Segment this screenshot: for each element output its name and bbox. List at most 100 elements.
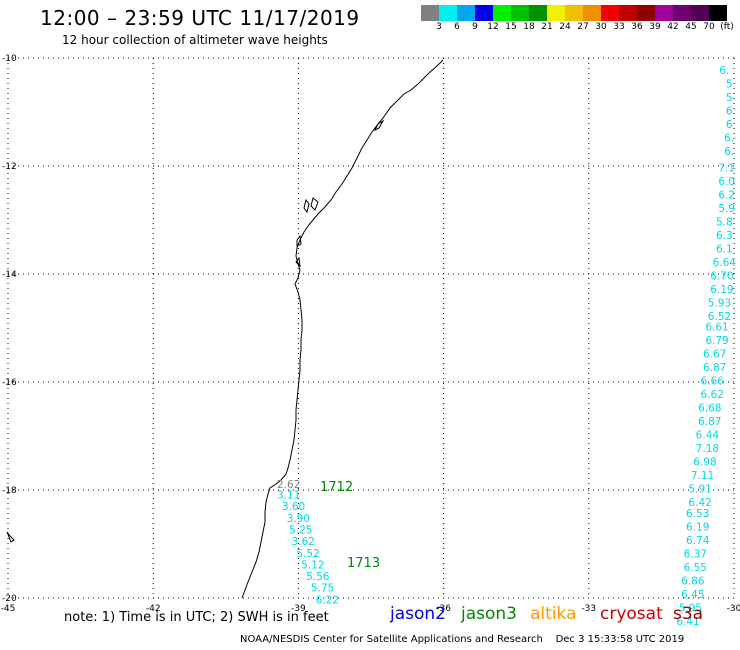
wave-height-value: 6.66 [701,376,725,388]
color-swatch [619,5,637,21]
map-title: 12:00 – 23:59 UTC 11/17/2019 [40,6,360,30]
satellite-legend-s3a: s3a [673,604,704,624]
wave-height-value: 6.19 [710,284,733,296]
color-scale-label: 70 [703,22,715,32]
wave-height-value: 6.74 [686,535,710,547]
lon-tick-label: -30 [727,604,740,614]
lat-tick-label: -10 [2,54,17,64]
wave-height-value: 5 [726,92,733,104]
color-scale-label: 9 [472,22,478,32]
lon-tick-label: -33 [581,604,596,614]
wave-height-value: 6.98 [693,457,716,469]
satellite-legend-jason2: jason2 [390,604,446,624]
wave-height-value: 7.11 [691,470,714,482]
wave-height-value: 3.11 [277,490,300,502]
wave-height-value: 6 [726,106,733,118]
wave-height-value: 6.2 [718,189,735,201]
wave-height-value: 6.42 [688,497,711,509]
wave-height-value: 3.90 [287,513,310,525]
color-scale-label: 6 [454,22,460,32]
lon-tick-label: -42 [146,604,161,614]
color-scale-labels: 3 6 9 12 15 18 21 24 27 30 33 36 39 42 45 70 (ft) [421,22,740,34]
track-pass-1712: 2.623.113.603.905.253.625.525.125.565.75… [277,479,339,607]
lon-tick-label: -36 [436,604,451,614]
wave-height-value: 6.61 [705,322,728,334]
wave-height-value: 6.53 [686,508,709,520]
color-swatch [439,5,457,21]
lon-tick-label: -45 [1,604,16,614]
wave-height-value: 3.60 [282,501,305,513]
wave-height-value: 5.8 [716,216,733,228]
time-label-1713: 1713 [347,556,380,571]
wave-height-value: 7.18 [696,443,719,455]
wave-height-value: 6.67 [703,349,726,361]
satellite-legend-cryosat: cryosat [600,604,663,624]
color-scale-label: 36 [631,22,643,32]
lat-tick-label: -14 [2,270,17,280]
color-swatch [565,5,583,21]
color-scale-label: 45 [685,22,697,32]
color-swatch [691,5,709,21]
wave-height-value: 6.41 [676,616,699,628]
wave-height-value: 5.93 [708,297,731,309]
wave-height-value: 5 [726,79,733,91]
lat-tick-label: -18 [2,486,17,496]
wave-height-value: 6.87 [703,362,726,374]
wave-height-value: 6.64 [713,257,737,269]
wave-height-value: 5.95 [679,603,702,615]
map-subtitle: 12 hour collection of altimeter wave hei… [62,33,328,47]
color-scale-label: 24 [559,22,571,32]
color-scale-label: (ft) [720,22,734,32]
color-swatch [655,5,673,21]
satellite-legend-jason3: jason3 [461,604,517,624]
color-swatch [709,5,727,21]
color-swatch [637,5,655,21]
wave-height-value: 6.52 [708,311,731,323]
color-scale-label: 33 [613,22,625,32]
color-swatch [601,5,619,21]
wave-height-value: 6. [724,133,734,145]
color-swatch [529,5,547,21]
wave-height-value: 6 [726,119,733,131]
color-swatch [547,5,565,21]
wave-height-value: 5.25 [289,525,312,537]
graticule: -45 -42 -39 -36 -33 -30 -10 -12 -14 -16 -18 -20 [1,54,740,614]
note-text: note: 1) Time is in UTC; 2) SWH is in fe… [64,610,329,625]
wave-height-value: 6.87 [698,416,721,428]
wave-height-value: 6.37 [684,549,707,561]
wave-height-value: 6.22 [316,594,339,606]
wave-height-value: 6.0 [718,176,735,188]
wave-height-value: 6.3 [716,230,733,242]
wave-height-value: 6.44 [696,430,720,442]
wave-height-value: 5.75 [311,583,334,595]
color-scale-bar [421,5,727,21]
wave-height-value: 6.86 [681,576,705,588]
lat-tick-label: -16 [2,378,17,388]
wave-height-value: 6.79 [705,335,728,347]
color-swatch [511,5,529,21]
wave-height-value: 5.56 [306,571,330,583]
wave-height-value: 6.62 [701,389,724,401]
time-label-1712: 1712 [320,480,353,495]
wave-height-value: 6.55 [684,562,707,574]
coastline [6,59,444,599]
color-scale-label: 18 [523,22,535,32]
lat-tick-label: -20 [2,594,17,604]
wave-height-value: 6. [719,65,729,77]
color-scale-label: 12 [487,22,499,32]
wave-height-value: 6. [724,146,734,158]
wave-height-value: 3.62 [292,536,315,548]
wave-height-value: 5.12 [301,559,324,571]
color-swatch [673,5,691,21]
wave-height-value: 6.68 [698,403,721,415]
wave-height-value: 5.9 [718,203,735,215]
wave-height-value: 6.70 [710,270,733,282]
track-pass-1713: 6.55666.6.7.16.06.25.95.86.36.16.646.706… [676,65,736,628]
satellite-legend-altika: altika [530,604,577,624]
wave-height-value: 2.62 [277,479,300,491]
wave-height-value: 6.19 [686,522,709,534]
color-scale-label: 27 [577,22,589,32]
color-scale-label: 30 [595,22,607,32]
color-scale-label: 39 [649,22,661,32]
